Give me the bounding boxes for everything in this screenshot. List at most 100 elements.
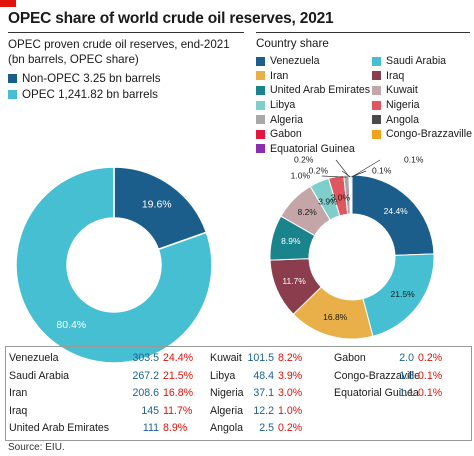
legend-label: Equatorial Guinea (270, 142, 355, 155)
table-row: Iran 208.6 16.8% (9, 385, 209, 403)
table-cell-value: 2.5 (259, 422, 274, 435)
legend-swatch (372, 115, 381, 125)
legend-label: Gabon (270, 128, 302, 141)
legend-item-angola: Angola (372, 112, 472, 127)
legend-label: OPEC 1,241.82 bn barrels (22, 87, 158, 101)
table-row: Angola 2.5 0.2% (210, 420, 332, 438)
table-cell-country: Nigeria (210, 387, 244, 400)
table-cell-country: Venezuela (9, 352, 59, 364)
leader-line (341, 170, 351, 178)
legend-item-gabon: Gabon (256, 127, 372, 142)
legend-label: Saudi Arabia (386, 55, 447, 68)
table-cell-country: United Arab Emirates (9, 422, 110, 435)
data-label-congo-brazzaville: 0.1% (372, 165, 392, 175)
legend-item-united-arab-emirates: United Arab Emirates (256, 83, 372, 98)
country-share-title: Country share (256, 37, 329, 50)
legend-swatch (256, 115, 265, 125)
table-column-1: Venezuela 303.5 24.4% Saudi Arabia 267.2 21.5… (9, 350, 209, 438)
table-cell-share: 16.8% (163, 387, 194, 400)
table-cell-country: Iraq (9, 404, 28, 417)
table-cell-share: 8.2% (278, 352, 303, 364)
data-label-angola: 0.2% (294, 154, 314, 164)
legend-label: Iraq (386, 69, 405, 82)
table-row: Algeria 12.2 1.0% (210, 403, 332, 421)
legend-swatch (372, 129, 381, 139)
data-label-equatorial-guinea: 0.1% (404, 154, 424, 164)
legend-label: Congo-Brazzaville (386, 128, 472, 141)
legend-label: Algeria (270, 113, 303, 126)
divider-right (256, 32, 470, 33)
legend-swatch (372, 85, 381, 95)
legend-item-algeria: Algeria (256, 112, 372, 127)
legend-item-iraq: Iraq (372, 69, 472, 84)
table-cell-country: Equatorial Guinea (334, 387, 419, 400)
legend-item-nigeria: Nigeria (372, 98, 472, 113)
table-cell-value: 1.8 (399, 369, 414, 382)
legend-item-congo-brazzaville: Congo-Brazzaville (372, 127, 472, 142)
table-row: Iraq 145 11.7% (9, 403, 209, 421)
data-label-saudi-arabia: 21.5% (391, 289, 416, 299)
leader-line (321, 175, 347, 178)
table-cell-value: 1.1 (399, 387, 414, 400)
table-cell-share: 0.1% (418, 387, 443, 400)
data-label-iraq: 11.7% (282, 276, 306, 286)
table-row: Saudi Arabia 267.2 21.5% (9, 368, 209, 386)
table-cell-value: 145 (141, 404, 159, 417)
legend-swatch (256, 85, 265, 95)
legend-swatch (256, 100, 265, 110)
table-cell-country: Algeria (210, 404, 243, 417)
legend-label: Kuwait (386, 84, 418, 97)
table-cell-share: 21.5% (163, 369, 194, 382)
leader-line (335, 159, 350, 178)
brand-tag (0, 0, 16, 7)
legend-swatch (8, 73, 17, 83)
legend-item-saudi-arabia: Saudi Arabia (372, 54, 472, 69)
data-label-libya: 3.9% (318, 196, 338, 206)
table-cell-share: 8.9% (163, 422, 188, 435)
legend-swatch (372, 71, 381, 81)
table-cell-country: Libya (210, 369, 236, 382)
legend-item-kuwait: Kuwait (372, 83, 472, 98)
legend-swatch (256, 56, 265, 66)
table-cell-value: 12.2 (253, 404, 274, 417)
table-cell-value: 111 (142, 422, 159, 435)
subtitle-line1: OPEC proven crude oil reserves, end-2021 (8, 38, 230, 51)
table-column-2: Kuwait 101.5 8.2% Libya 48.4 3.9% Nigeria 37.1 3… (210, 350, 332, 438)
table-row: Congo-Brazzaville 1.8 0.1% (334, 368, 468, 386)
chart-title: OPEC share of world crude oil reserves, … (8, 10, 334, 27)
legend-item-iran: Iran (256, 69, 372, 84)
table-row: Gabon 2.0 0.2% (334, 350, 468, 368)
legend-label: United Arab Emirates (270, 84, 371, 97)
table-cell-value: 37.1 (253, 387, 274, 400)
table-cell-value: 208.6 (132, 387, 159, 400)
data-label-nigeria: 3.0% (331, 192, 351, 202)
data-label-opec-1-241-82-bn-barrels: 80.4% (56, 319, 86, 331)
leader-line (351, 159, 381, 178)
legend-label: Non-OPEC 3.25 bn barrels (22, 71, 161, 85)
table-cell-share: 3.0% (278, 387, 303, 400)
source-note: Source: EIU. (8, 442, 65, 453)
data-label-kuwait: 8.2% (297, 207, 317, 217)
slice-equatorial-guinea (350, 174, 353, 215)
table-cell-country: Angola (210, 422, 243, 435)
table-row: Nigeria 37.1 3.0% (210, 385, 332, 403)
legend-label: Libya (270, 99, 296, 112)
legend-item-non-opec-3-25-bn-barrels: Non-OPEC 3.25 bn barrels (8, 70, 161, 86)
divider-left (8, 32, 244, 33)
legend-swatch (256, 144, 265, 154)
table-cell-share: 11.7% (163, 404, 193, 417)
legend-item-libya: Libya (256, 98, 372, 113)
legend-label: Angola (386, 113, 419, 126)
table-cell-value: 303.5 (132, 352, 159, 364)
data-label-venezuela: 24.4% (384, 206, 409, 216)
legend-opec: Non-OPEC 3.25 bn barrels OPEC 1,241.82 bn… (8, 70, 161, 102)
legend-swatch (372, 56, 381, 66)
legend-swatch (8, 89, 17, 99)
table-cell-share: 0.2% (278, 422, 303, 435)
legend-swatch (256, 129, 265, 139)
legend-item-equatorial-guinea: Equatorial Guinea (256, 142, 372, 157)
data-label-united-arab-emirates: 8.9% (281, 236, 301, 246)
table-row: United Arab Emirates 111 8.9% (9, 420, 209, 438)
data-label-algeria: 1.0% (291, 170, 311, 180)
